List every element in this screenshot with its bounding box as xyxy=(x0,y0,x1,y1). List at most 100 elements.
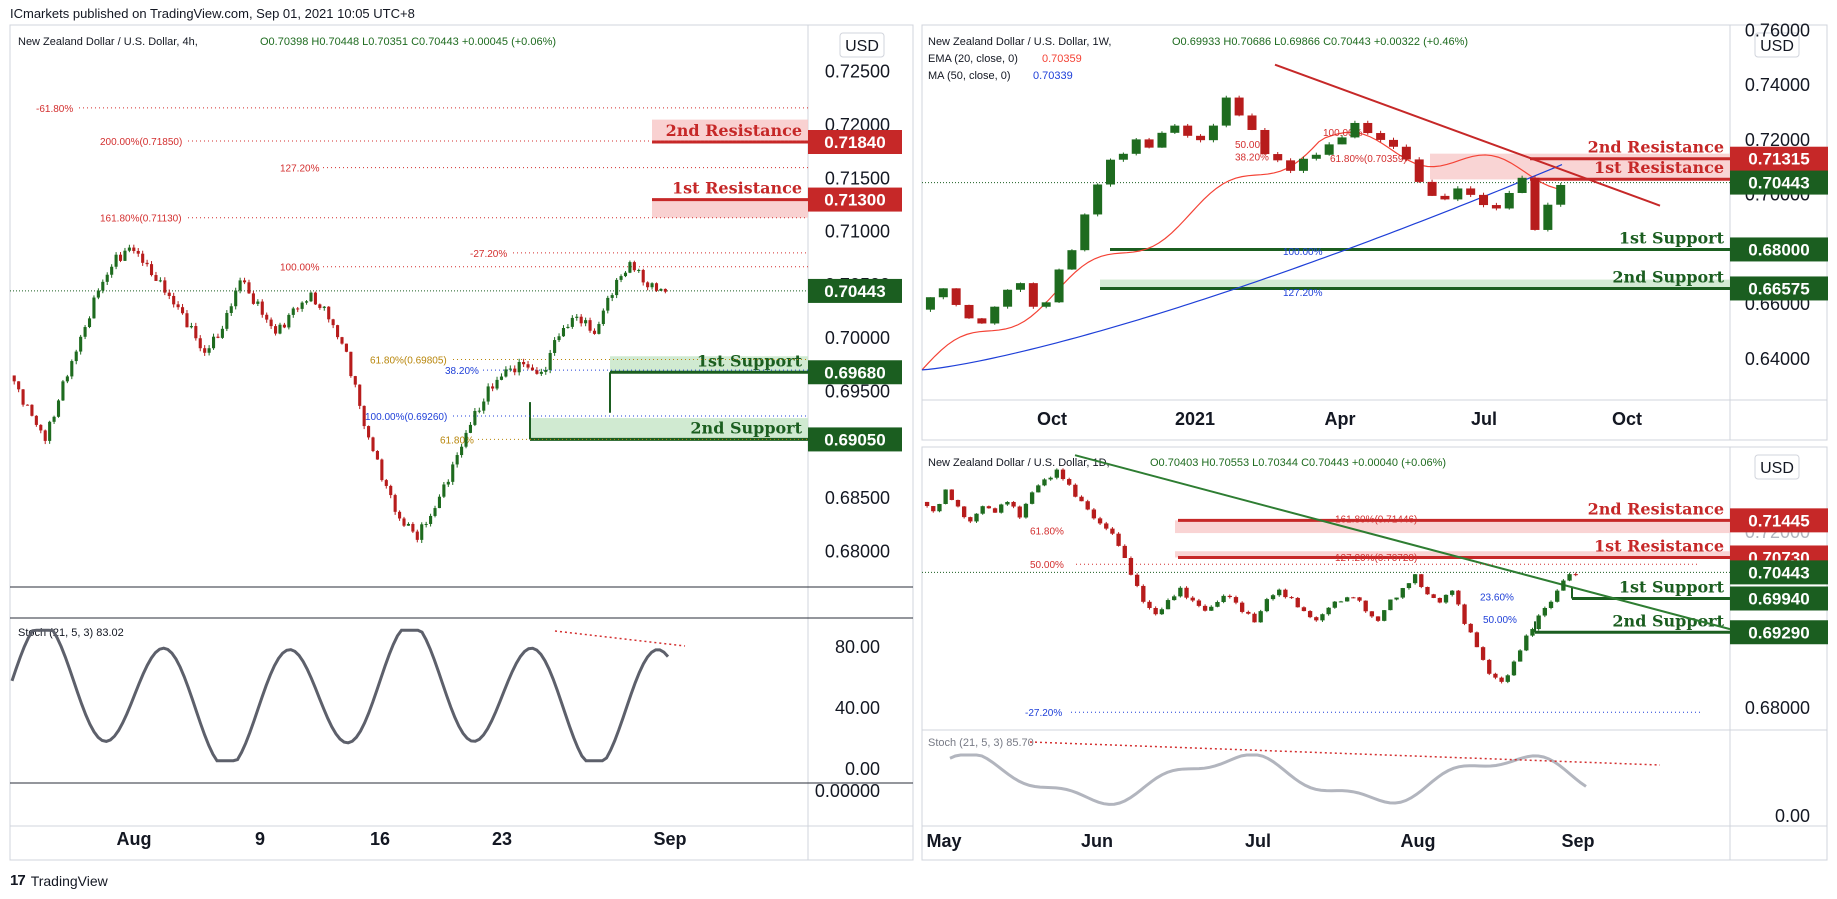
panel-1d-candle xyxy=(1270,595,1276,600)
panel-1d-candle xyxy=(1450,590,1455,595)
panel-1w-candle xyxy=(1311,154,1321,159)
panel-1d-candle xyxy=(949,489,954,500)
panel-1d-x-tick: Jun xyxy=(1081,831,1113,851)
panel-4h-candle xyxy=(265,314,269,320)
panel-4h-candle xyxy=(234,290,238,307)
panel-4h-candle xyxy=(406,523,410,526)
panel-4h-candle xyxy=(464,432,468,447)
panel-1d-candle xyxy=(1505,675,1510,682)
panel-4h-candle xyxy=(79,336,83,352)
panel-4h-candle xyxy=(185,313,189,328)
panel-4h-candle xyxy=(424,523,428,525)
panel-4h-candle xyxy=(309,292,313,302)
panel-1w-ma-line xyxy=(921,164,1563,371)
panel-4h-x-tick: Sep xyxy=(653,829,686,849)
panel-1d-candle xyxy=(1555,590,1560,602)
panel-1w-candle xyxy=(1003,289,1013,307)
panel-1w-candle xyxy=(1144,139,1154,148)
panel-1w-level-s2-label: 2nd Support xyxy=(1612,267,1724,286)
panel-1d-price-tick: 0.68000 xyxy=(1745,698,1810,718)
panel-1w-fib-label: 61.80%(0.70359) xyxy=(1330,154,1407,165)
panel-1d-level-s1-label: 1st Support xyxy=(1619,578,1725,597)
panel-4h-candle xyxy=(136,250,140,254)
panel-1d-candle xyxy=(1462,604,1467,624)
panel-4h-candle xyxy=(575,316,579,318)
panel-4h-candle xyxy=(189,326,193,328)
panel-4h-candle xyxy=(597,324,601,334)
panel-1d-candle xyxy=(1406,583,1412,589)
panel-1d-candle xyxy=(1301,607,1307,612)
panel-1d-candle xyxy=(1573,574,1578,576)
panel-4h-candle xyxy=(592,330,597,334)
panel-4h-candle xyxy=(530,367,535,371)
panel-4h-stoch-divergence xyxy=(554,630,686,647)
panel-1d-candle xyxy=(1221,595,1226,603)
panel-1w-candle xyxy=(1363,122,1373,134)
panel-4h-candle xyxy=(176,304,180,308)
panel-1d-candle xyxy=(1277,589,1282,596)
panel-1d-candle xyxy=(1295,597,1300,608)
panel-4h-level-r2-price-text: 0.71840 xyxy=(824,133,885,152)
panel-1w-fib-label: 100.00% xyxy=(1283,247,1323,258)
panel-1d-candle xyxy=(1079,496,1084,502)
panel-1w-candle xyxy=(1015,283,1025,290)
panel-1w-candle xyxy=(1440,195,1450,200)
panel-1w-candle xyxy=(1556,184,1566,205)
panel-4h-candle xyxy=(203,348,207,353)
panel-1d-candle xyxy=(1456,590,1461,605)
panel-4h-level-s2-price-text: 0.69050 xyxy=(824,430,885,449)
panel-4h-candle xyxy=(517,361,521,373)
panel-1d-candle xyxy=(999,504,1004,513)
panel-1d-candle xyxy=(1042,479,1047,486)
panel-4h-candle xyxy=(336,325,340,338)
panel-4h-candle xyxy=(433,508,437,516)
panel-4h-candle xyxy=(65,376,69,382)
panel-1d-candle xyxy=(1246,611,1251,614)
panel-4h-candle xyxy=(623,272,628,277)
panel-1d-x-tick: Jul xyxy=(1245,831,1271,851)
panel-4h-candle xyxy=(198,338,202,349)
panel-4h-level-r2-zone xyxy=(652,119,808,143)
tradingview-brand: TradingView xyxy=(30,872,108,889)
panel-4h-price-tick: 0.69500 xyxy=(825,381,890,401)
panel-4h-candle xyxy=(30,404,34,416)
panel-1w-candle xyxy=(1106,159,1116,185)
panel-4h-fib-label: 161.80%(0.71130) xyxy=(100,214,182,225)
panel-4h-candle xyxy=(39,424,43,431)
panel-1d-current-tag xyxy=(1730,560,1828,585)
panel-4h-candle xyxy=(513,368,517,373)
panel-4h-candle xyxy=(238,280,242,291)
panel-1d-candle xyxy=(1215,602,1220,607)
panel-1d-candle xyxy=(968,517,973,522)
panel-4h-candle xyxy=(180,307,185,314)
panel-1d-candle xyxy=(1474,632,1480,648)
panel-1d-candle xyxy=(955,499,961,507)
panel-4h-candle xyxy=(92,297,96,319)
panel-4h-candle xyxy=(451,464,455,482)
panel-1d-fib-label: 161.80%(0.71446) xyxy=(1335,515,1417,526)
panel-1d-candle xyxy=(1239,602,1245,612)
panel-4h-candle xyxy=(420,524,424,540)
panel-1w-candle xyxy=(1273,154,1283,161)
panel-4h-candle xyxy=(646,282,650,288)
panel-4h-candle xyxy=(615,279,619,296)
panel-1d-level-s1-price-text: 0.69940 xyxy=(1748,590,1809,609)
panel-4h-level-r1-zone xyxy=(652,199,808,218)
panel-1d-candle xyxy=(1178,587,1183,597)
tradingview-footer[interactable]: 17 TradingView xyxy=(10,872,108,889)
panel-1w-level-s1-label: 1st Support xyxy=(1619,228,1725,247)
panel-1d-trendline xyxy=(1074,454,1731,631)
panel-4h-candle xyxy=(207,348,211,353)
panel-4h-candle xyxy=(243,280,247,283)
panel-1d-candle xyxy=(1184,587,1189,598)
panel-4h-candle xyxy=(163,280,167,293)
panel-1d-frame xyxy=(921,446,1828,861)
panel-4h-fib-label: 200.00%(0.71850) xyxy=(100,137,182,148)
panel-4h-price-tick: 0.68500 xyxy=(825,488,890,508)
panel-1d-candle xyxy=(1128,558,1134,575)
panel-4h-stoch-tick: 80.00 xyxy=(835,637,880,657)
panel-4h-fib-label: 127.20% xyxy=(280,164,320,175)
panel-1d-r1-zone xyxy=(1175,551,1730,558)
panel-1d-candle xyxy=(1400,588,1405,598)
